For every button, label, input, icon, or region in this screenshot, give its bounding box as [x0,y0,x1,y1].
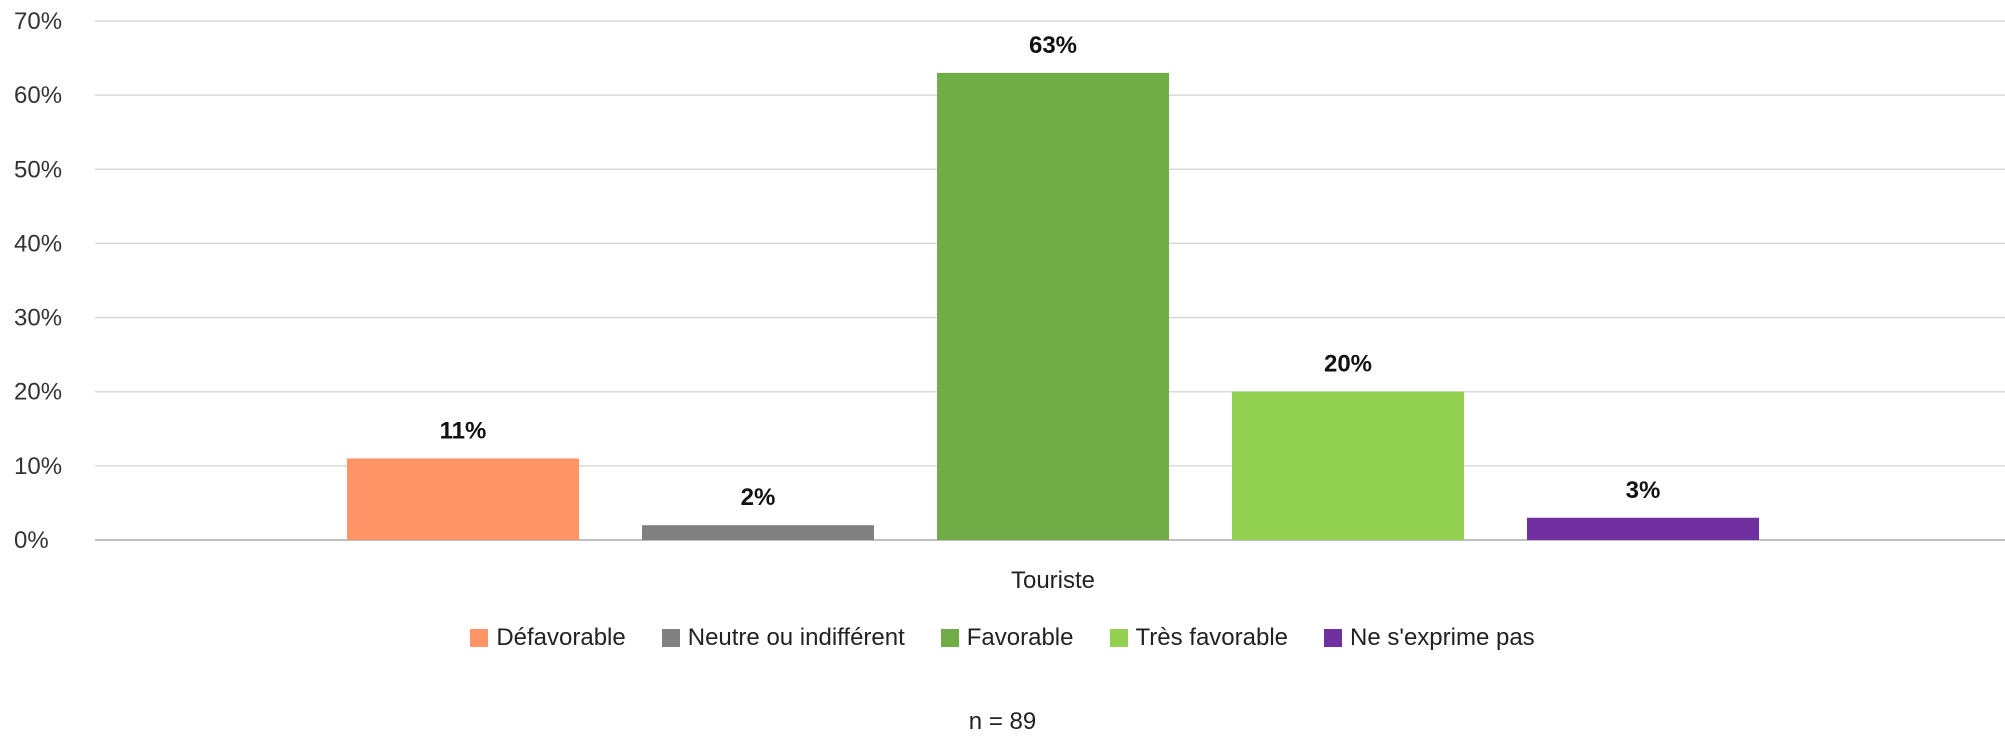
legend-item: Très favorable [1109,624,1289,652]
data-label: 3% [1626,477,1661,504]
legend-label: Favorable [966,624,1074,651]
legend: Défavorable Neutre ou indifférent Favorabl… [0,624,2005,652]
bar-d-favorable [347,458,579,540]
bar-neutre-ou-indiff-rent [642,525,874,540]
y-tick-label: 40% [14,230,62,257]
legend-label: Très favorable [1135,624,1289,651]
data-label: 63% [1029,32,1077,59]
bar-tr-s-favorable [1232,391,1464,540]
legend-swatch [1109,629,1128,647]
x-category-label: Touriste [1011,567,1095,594]
legend-item: Neutre ou indifférent [661,624,905,652]
legend-swatch [661,629,680,647]
y-tick-label: 70% [14,8,62,35]
legend-swatch [470,629,489,647]
bar-favorable [937,72,1169,541]
y-tick-label: 30% [14,305,62,332]
legend-item: Favorable [940,624,1074,652]
y-axis: 0% 10% 20% 30% 40% 50% 60% 70% [14,8,62,554]
y-tick-label: 10% [14,453,62,480]
legend-swatch [1324,629,1343,647]
legend-label: Ne s'exprime pas [1350,624,1535,651]
legend-label: Défavorable [496,624,626,651]
data-labels: 11% 2% 63% 20% 3% [440,32,1661,511]
y-tick-label: 50% [14,156,62,183]
data-label: 11% [440,417,487,444]
y-tick-label: 0% [14,527,49,554]
data-label: 2% [741,484,776,511]
bars [347,72,1759,541]
legend-item: Ne s'exprime pas [1324,624,1535,652]
legend-item: Défavorable [470,624,626,652]
y-tick-label: 60% [14,82,62,109]
legend-label: Neutre ou indifférent [687,624,905,651]
legend-swatch [940,629,959,647]
sample-size-note: n = 89 [968,708,1037,735]
bar-ne-s-exprime-pas [1527,517,1759,540]
y-tick-label: 20% [14,379,62,406]
data-label: 20% [1324,351,1372,378]
